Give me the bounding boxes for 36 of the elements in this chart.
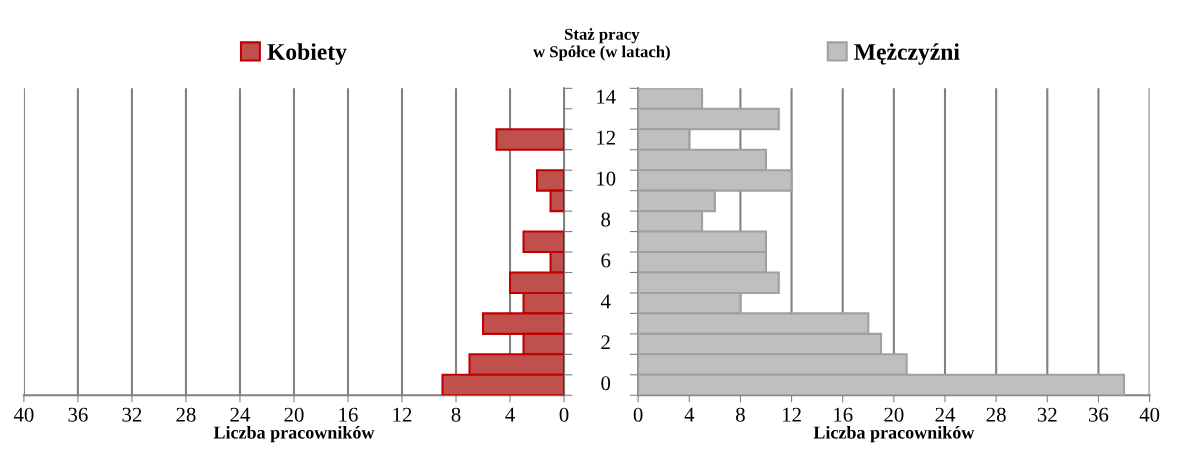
x-tick-label: 16 bbox=[339, 407, 358, 422]
legend-label: Kobiety bbox=[267, 43, 347, 65]
y-tick-label: 6 bbox=[601, 253, 611, 268]
y-axis-title: Staż pracy w Spółce (w latach) bbox=[533, 28, 670, 61]
y-tick-label: 14 bbox=[597, 89, 616, 104]
y-tick-label: 2 bbox=[601, 335, 610, 350]
x-tick-label: 0 bbox=[633, 407, 643, 422]
x-tick-label: 24 bbox=[935, 407, 956, 422]
x-tick-label: 12 bbox=[782, 407, 801, 422]
x-tick-label: 24 bbox=[230, 407, 251, 422]
y-tick-label: 0 bbox=[601, 376, 611, 391]
x-tick-label: 28 bbox=[986, 407, 1006, 422]
x-tick-label: 36 bbox=[68, 407, 88, 422]
x-tick-label: 32 bbox=[1037, 407, 1057, 422]
x-tick-label: 20 bbox=[284, 407, 304, 422]
x-tick-label: 8 bbox=[736, 407, 745, 422]
x-axis-title: Liczba pracowników bbox=[813, 425, 975, 443]
x-tick-label: 32 bbox=[122, 407, 142, 422]
x-tick-label: 0 bbox=[559, 407, 569, 422]
x-tick-label: 20 bbox=[884, 407, 904, 422]
x-tick-label: 4 bbox=[684, 407, 695, 422]
x-tick-label: 4 bbox=[505, 407, 515, 422]
y-tick-label: 10 bbox=[597, 171, 616, 186]
x-tick-label: 40 bbox=[13, 407, 34, 422]
x-tick-label: 36 bbox=[1089, 407, 1109, 422]
y-tick-label: 8 bbox=[601, 212, 611, 227]
legend-label: Mężczyźni bbox=[854, 43, 960, 65]
x-tick-label: 8 bbox=[451, 407, 461, 422]
y-tick-label: 12 bbox=[597, 130, 615, 145]
x-tick-label: 40 bbox=[1139, 407, 1160, 422]
bar bbox=[495, 128, 565, 151]
x-tick-label: 16 bbox=[834, 407, 853, 422]
x-tick-label: 12 bbox=[393, 407, 412, 422]
x-tick-label: 28 bbox=[176, 407, 196, 422]
y-tick-label: 4 bbox=[600, 294, 611, 309]
x-axis-title: Liczba pracowników bbox=[213, 425, 375, 443]
